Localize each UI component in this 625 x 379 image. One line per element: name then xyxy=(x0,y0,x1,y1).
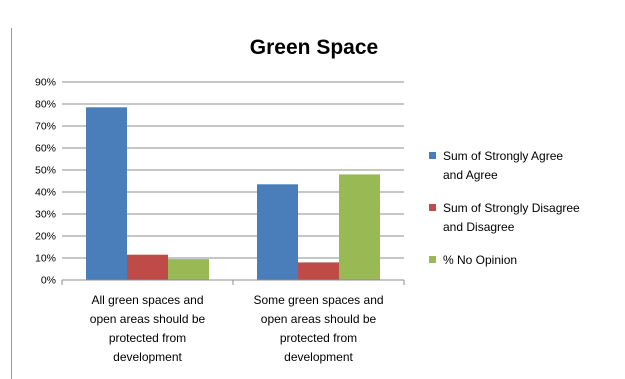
y-tick-label: 30% xyxy=(35,209,56,221)
chart-frame-border xyxy=(11,28,12,379)
x-axis xyxy=(61,279,405,285)
series-no-opinion-bar xyxy=(168,259,209,280)
legend-item-no-opinion: % No Opinion xyxy=(429,253,517,267)
bars xyxy=(86,107,380,280)
legend: Sum of Strongly Agree and Agree Sum of Str… xyxy=(429,149,580,267)
legend-item-disagree: Sum of Strongly Disagree and Disagree xyxy=(429,201,580,234)
series-agree-bar xyxy=(86,107,127,280)
category-labels: All green spaces and open areas should be… xyxy=(90,293,384,364)
y-tick-label: 40% xyxy=(35,187,56,199)
y-tick-label: 60% xyxy=(35,143,56,155)
legend-label: % No Opinion xyxy=(443,253,517,267)
series-no-opinion-bar xyxy=(339,174,380,280)
y-tick-label: 10% xyxy=(35,253,56,265)
y-tick-label: 90% xyxy=(35,77,56,89)
y-tick-label: 80% xyxy=(35,99,56,111)
y-tick-label: 0% xyxy=(41,275,56,287)
y-tick-label: 20% xyxy=(35,231,56,243)
legend-item-agree: Sum of Strongly Agree and Agree xyxy=(429,149,563,182)
y-tick-label: 50% xyxy=(35,165,56,177)
category-label: Some green spaces and open areas should b… xyxy=(253,293,383,364)
series-agree-bar xyxy=(257,184,298,280)
series-disagree-bar xyxy=(298,262,339,280)
legend-swatch xyxy=(429,256,436,263)
legend-swatch xyxy=(429,152,436,159)
legend-swatch xyxy=(429,204,436,211)
y-axis-ticks: 0% 10% 20% 30% 40% 50% 60% 70% 80% 90% xyxy=(35,77,56,287)
y-tick-label: 70% xyxy=(35,121,56,133)
category-label: All green spaces and open areas should be… xyxy=(90,293,206,364)
chart-title: Green Space xyxy=(250,36,378,59)
series-disagree-bar xyxy=(127,254,168,280)
legend-label: Sum of Strongly Disagree and Disagree xyxy=(443,201,580,234)
legend-label: Sum of Strongly Agree and Agree xyxy=(443,149,563,182)
